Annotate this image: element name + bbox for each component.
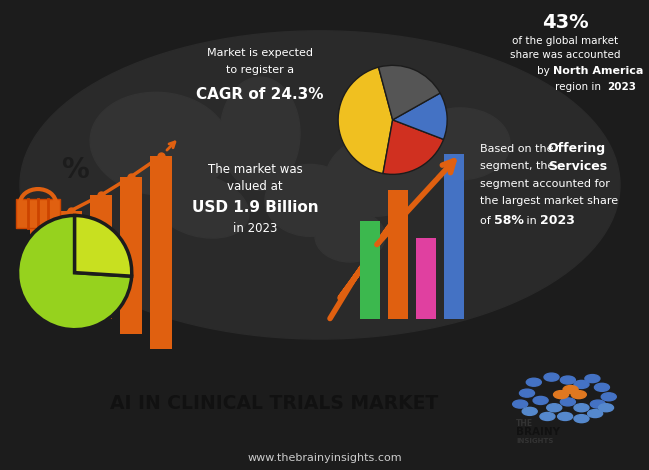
Text: INSIGHTS: INSIGHTS [516,438,554,444]
Circle shape [591,400,606,408]
Text: share was accounted: share was accounted [509,50,620,61]
Circle shape [598,404,613,412]
Circle shape [560,398,576,406]
Circle shape [594,384,609,392]
Text: segment, the: segment, the [480,162,558,172]
Circle shape [533,396,548,405]
Circle shape [560,376,576,384]
Text: USD 1.9 Billion: USD 1.9 Billion [191,200,318,215]
Circle shape [519,389,535,397]
Text: 43%: 43% [542,13,588,32]
Bar [120,236,142,334]
Circle shape [585,375,600,383]
Circle shape [544,373,559,381]
Circle shape [574,404,589,412]
Circle shape [571,391,586,399]
Ellipse shape [20,31,620,339]
Bar [388,190,408,319]
Text: to register a: to register a [226,65,294,75]
Wedge shape [338,67,393,173]
Text: by: by [537,66,553,76]
Text: BRAINY: BRAINY [516,428,560,438]
Text: of the global market: of the global market [512,36,618,46]
Wedge shape [383,120,443,174]
Bar [150,236,172,349]
Bar [90,195,112,267]
Bar [30,226,52,267]
Circle shape [554,391,569,399]
Circle shape [540,413,555,421]
Wedge shape [75,215,132,276]
Text: AI IN CLINICAL TRIALS MARKET: AI IN CLINICAL TRIALS MARKET [110,394,439,413]
Text: Market is expected: Market is expected [207,48,313,58]
Text: Offering: Offering [547,142,605,156]
Wedge shape [393,93,447,140]
Text: 2023: 2023 [607,82,636,92]
Bar [16,199,60,228]
Wedge shape [378,65,440,120]
Text: in 2023: in 2023 [233,221,277,235]
Text: the largest market share: the largest market share [480,196,618,206]
Ellipse shape [220,77,300,190]
Bar [60,211,82,267]
Ellipse shape [315,211,385,262]
Wedge shape [18,215,132,330]
Ellipse shape [410,108,510,180]
Text: North America: North America [553,66,643,76]
Ellipse shape [151,173,249,238]
Ellipse shape [265,164,355,236]
Text: segment accounted for: segment accounted for [480,179,610,189]
Circle shape [557,413,572,421]
Text: valued at: valued at [227,180,283,194]
Circle shape [601,393,617,401]
Circle shape [513,400,528,408]
Circle shape [587,409,603,417]
Text: of: of [480,216,495,226]
Bar [360,221,380,319]
Ellipse shape [90,92,230,196]
Circle shape [574,380,589,388]
Text: CAGR of 24.3%: CAGR of 24.3% [196,87,324,102]
Bar [444,154,464,319]
Text: 2023: 2023 [540,214,575,227]
Text: region in: region in [555,82,604,92]
Bar [150,156,172,267]
Bar [90,236,112,319]
Text: Based on the: Based on the [480,144,557,154]
Ellipse shape [325,133,435,216]
Circle shape [563,385,578,393]
Text: THE: THE [516,419,533,428]
Text: 58%: 58% [494,214,524,227]
Circle shape [526,378,541,386]
Bar [60,236,82,303]
Circle shape [546,404,562,412]
Circle shape [522,407,537,415]
Text: in: in [523,216,540,226]
Bar [416,238,436,319]
Bar [30,236,52,288]
Bar [120,177,142,267]
Text: %: % [61,156,89,183]
Text: Services: Services [548,160,607,173]
Text: www.thebrainyinsights.com: www.thebrainyinsights.com [247,453,402,462]
Circle shape [574,415,589,423]
Text: The market was: The market was [208,163,302,176]
